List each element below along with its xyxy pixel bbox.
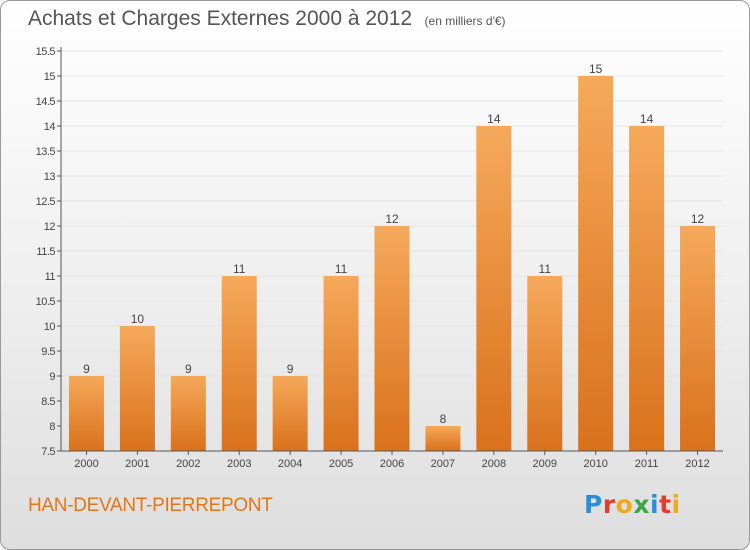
bar xyxy=(629,126,665,451)
data-label: 14 xyxy=(487,112,501,126)
proxiti-logo: Proxiti xyxy=(584,490,681,519)
data-label: 14 xyxy=(640,112,654,126)
data-label: 9 xyxy=(185,362,192,376)
y-tick-label: 11 xyxy=(45,271,56,283)
x-tick-label: 2009 xyxy=(533,458,557,470)
x-tick-label: 2003 xyxy=(227,458,251,470)
y-tick-label: 13.5 xyxy=(36,146,56,158)
bar xyxy=(476,126,512,451)
x-tick-label: 2006 xyxy=(380,458,404,470)
data-label: 10 xyxy=(131,312,145,326)
y-tick-label: 9.5 xyxy=(41,346,55,358)
data-label: 12 xyxy=(691,212,705,226)
y-tick-label: 10 xyxy=(44,321,56,333)
bar xyxy=(578,76,614,451)
y-tick-label: 7.5 xyxy=(41,446,55,458)
data-label: 11 xyxy=(539,262,552,276)
y-tick-label: 8 xyxy=(49,421,55,433)
bar xyxy=(68,376,104,451)
bar xyxy=(323,276,359,451)
data-label: 8 xyxy=(440,412,447,426)
logo-letter: r xyxy=(602,490,616,519)
x-tick-label: 2010 xyxy=(583,458,607,470)
x-tick-label: 2005 xyxy=(329,458,353,470)
data-label: 11 xyxy=(335,262,348,276)
chart-unit: (en milliers d'€) xyxy=(424,14,506,28)
logo-letter: x xyxy=(633,490,650,519)
data-label: 11 xyxy=(233,262,246,276)
y-tick-label: 13 xyxy=(44,171,56,183)
data-label: 12 xyxy=(385,212,399,226)
x-tick-label: 2002 xyxy=(176,458,200,470)
commune-name: HAN-DEVANT-PIERREPONT xyxy=(28,495,273,516)
bar xyxy=(272,376,308,451)
x-tick-label: 2001 xyxy=(125,458,149,470)
y-tick-label: 14.5 xyxy=(36,96,56,108)
bar xyxy=(221,276,257,451)
x-tick-label: 2007 xyxy=(431,458,455,470)
logo-letter: i xyxy=(671,490,681,519)
y-tick-label: 11.5 xyxy=(36,246,55,258)
data-label: 15 xyxy=(589,62,603,76)
bar xyxy=(527,276,563,451)
x-tick-label: 2012 xyxy=(685,458,709,470)
logo-letter: P xyxy=(584,490,603,519)
data-label: 9 xyxy=(287,362,294,376)
logo-letter: o xyxy=(615,490,634,519)
y-tick-label: 15 xyxy=(44,71,56,83)
y-tick-label: 12.5 xyxy=(36,196,56,208)
bar xyxy=(170,376,206,451)
bar xyxy=(425,426,461,451)
y-tick-label: 9 xyxy=(49,371,55,383)
y-tick-label: 15.5 xyxy=(36,46,56,58)
bar xyxy=(374,226,410,451)
bar xyxy=(119,326,155,451)
x-tick-label: 2000 xyxy=(74,458,98,470)
y-tick-label: 10.5 xyxy=(36,296,56,308)
data-label: 9 xyxy=(83,362,90,376)
chart-title-text: Achats et Charges Externes 2000 à 2012 xyxy=(28,7,413,30)
y-tick-label: 12 xyxy=(44,221,56,233)
x-tick-label: 2011 xyxy=(635,458,659,470)
bar xyxy=(680,226,716,451)
chart-title: Achats et Charges Externes 2000 à 2012 (… xyxy=(28,7,506,31)
y-tick-label: 8.5 xyxy=(41,396,55,408)
y-tick-label: 14 xyxy=(44,121,56,133)
logo-letter: t xyxy=(659,490,672,519)
x-tick-label: 2004 xyxy=(278,458,302,470)
x-tick-label: 2008 xyxy=(482,458,506,470)
logo-letter: i xyxy=(650,490,660,519)
